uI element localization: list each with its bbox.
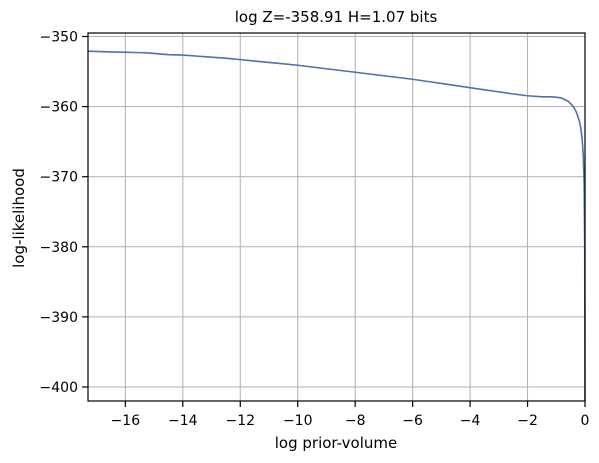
series-line <box>87 50 586 402</box>
y-axis-ticks: −350 −360 −370 −380 −390 −400 <box>40 30 88 396</box>
x-tick-label: 0 <box>581 413 590 429</box>
x-tick-label: −8 <box>345 413 366 429</box>
x-tick-label: −12 <box>225 413 255 429</box>
y-tick-label: −390 <box>40 310 78 326</box>
y-tick-label: −400 <box>40 380 78 396</box>
x-tick-label: −14 <box>168 413 198 429</box>
y-tick-label: −350 <box>40 30 78 46</box>
x-tick-label: −4 <box>460 413 481 429</box>
grid-lines <box>88 33 586 401</box>
y-tick-label: −360 <box>40 100 78 116</box>
x-tick-label: −6 <box>402 413 423 429</box>
x-tick-label: −2 <box>517 413 538 429</box>
y-tick-label: −370 <box>40 170 78 186</box>
x-axis-ticks: −16 −14 −12 −10 −8 −6 −4 −2 0 <box>111 401 590 429</box>
chart-title: log Z=-358.91 H=1.07 bits <box>235 8 438 26</box>
x-axis-label: log prior-volume <box>275 434 397 452</box>
plot-frame <box>87 32 586 402</box>
x-tick-label: −10 <box>283 413 313 429</box>
x-tick-label: −16 <box>111 413 141 429</box>
plot-border <box>87 32 586 402</box>
y-axis-label: log-likelihood <box>10 168 28 268</box>
series-group <box>87 50 586 402</box>
y-tick-label: −380 <box>40 240 78 256</box>
